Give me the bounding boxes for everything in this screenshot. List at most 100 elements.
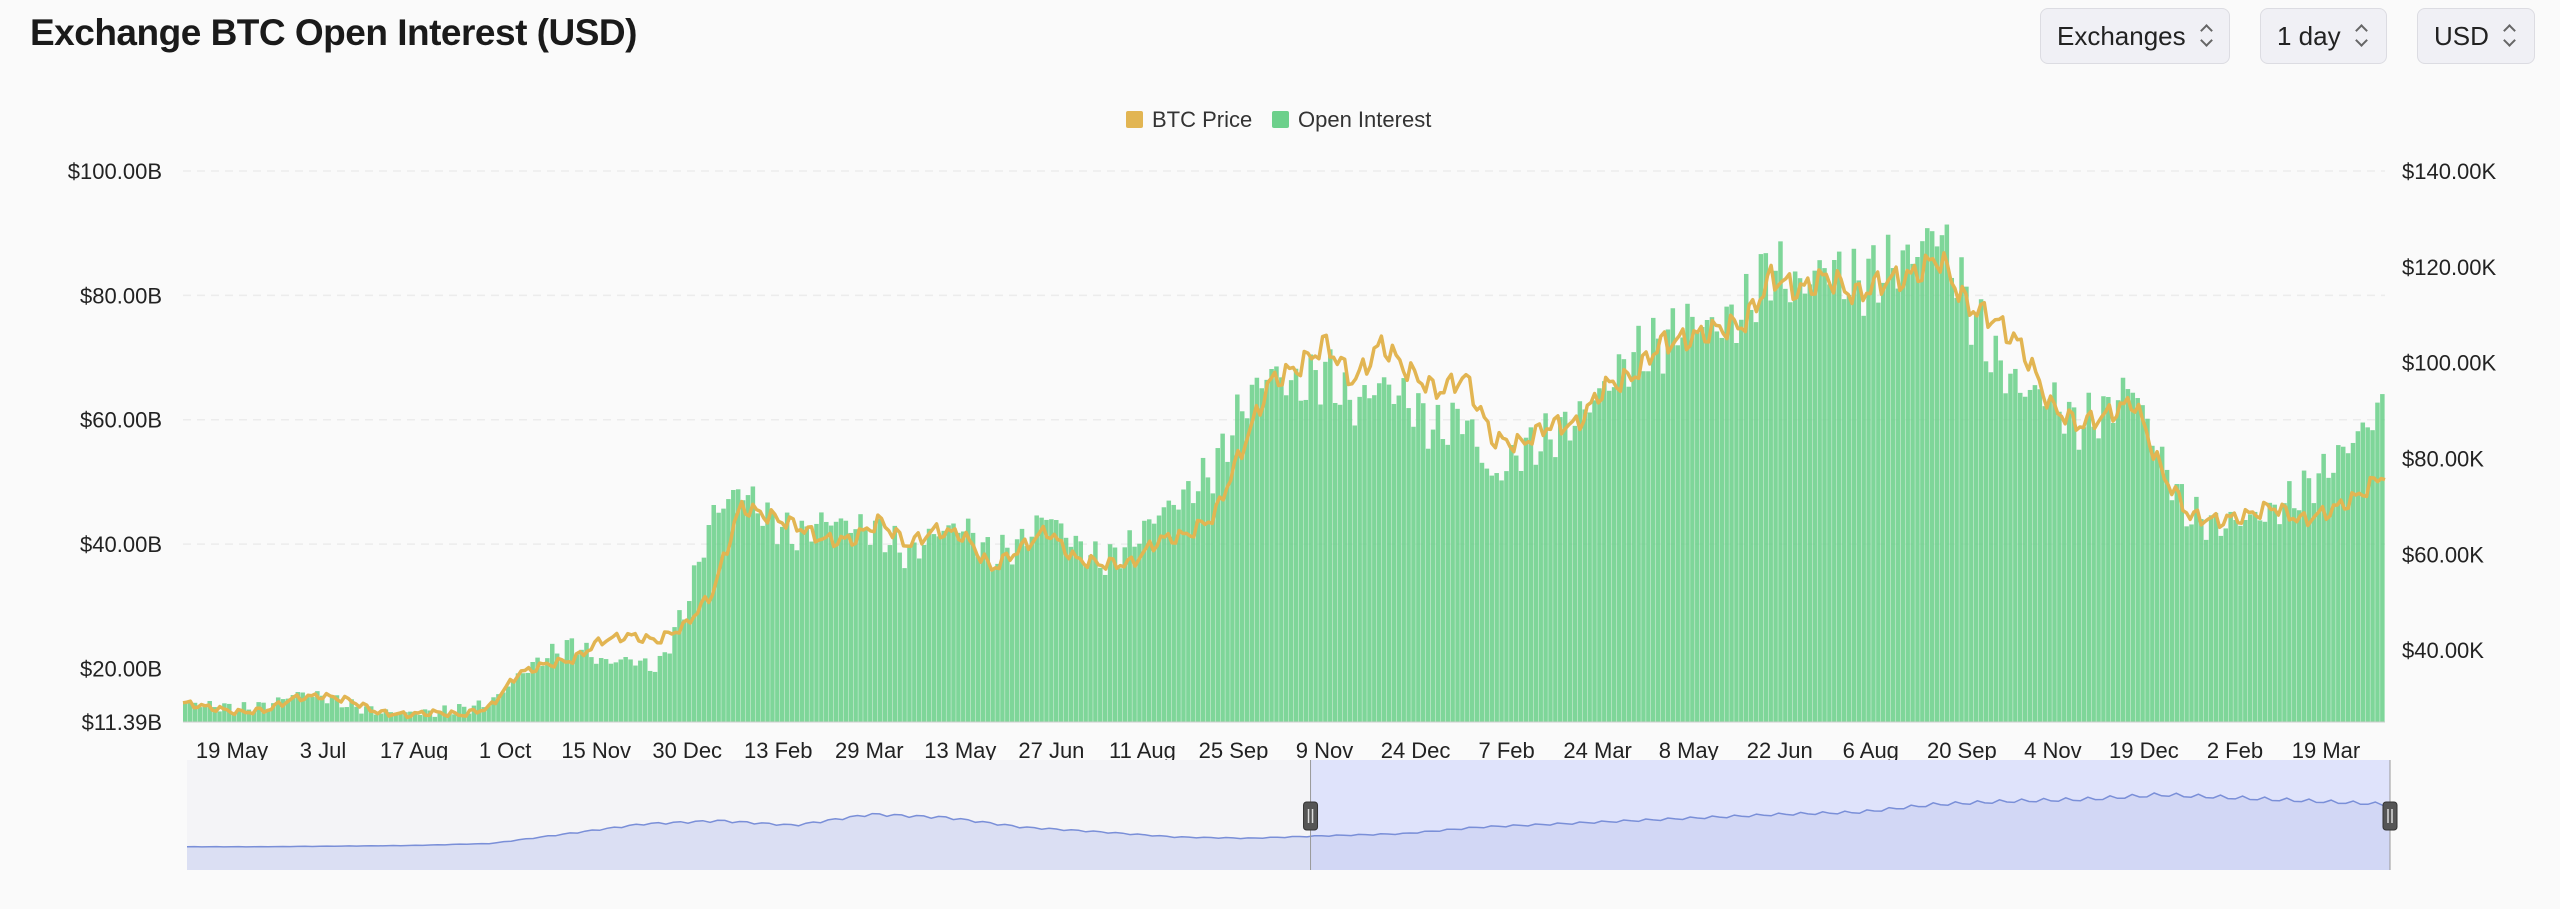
open-interest-bar bbox=[872, 520, 878, 722]
open-interest-bar bbox=[1876, 302, 1881, 722]
open-interest-bar bbox=[1009, 564, 1015, 722]
open-interest-bar bbox=[917, 558, 922, 722]
open-interest-bar bbox=[1954, 297, 1959, 722]
interval-select[interactable]: 1 day bbox=[2260, 8, 2387, 64]
open-interest-bar bbox=[1969, 344, 1974, 722]
x-tick-label: 30 Dec bbox=[652, 738, 722, 763]
open-interest-bar bbox=[2071, 407, 2077, 722]
open-interest-bar bbox=[804, 526, 809, 722]
open-interest-bar bbox=[1734, 343, 1739, 722]
open-interest-bar bbox=[1704, 320, 1710, 722]
open-interest-bar bbox=[1988, 372, 1994, 722]
open-interest-bar bbox=[1548, 439, 1553, 722]
open-interest-bar bbox=[1866, 258, 1871, 722]
open-interest-bar bbox=[378, 713, 384, 722]
open-interest-bar bbox=[1249, 384, 1255, 722]
x-tick-label: 1 Oct bbox=[479, 738, 532, 763]
open-interest-bar bbox=[584, 642, 589, 722]
currency-select-label: USD bbox=[2434, 20, 2489, 51]
open-interest-bar bbox=[1460, 434, 1465, 722]
x-tick-label: 7 Feb bbox=[1478, 738, 1534, 763]
open-interest-bar bbox=[1817, 260, 1822, 722]
open-interest-bar bbox=[447, 713, 452, 722]
open-interest-bar bbox=[1171, 504, 1176, 722]
exchanges-select[interactable]: Exchanges bbox=[2040, 8, 2230, 64]
open-interest-bar bbox=[1024, 546, 1030, 722]
open-interest-bar bbox=[412, 714, 418, 722]
open-interest-bar bbox=[1430, 429, 1436, 722]
open-interest-bar bbox=[990, 567, 995, 722]
open-interest-bar bbox=[848, 532, 853, 722]
open-interest-bar bbox=[1993, 335, 1999, 722]
open-interest-bar bbox=[1308, 354, 1313, 722]
open-interest-bar bbox=[1812, 270, 1817, 722]
open-interest-bar bbox=[1112, 547, 1118, 722]
open-interest-bar bbox=[828, 525, 834, 722]
open-interest-bar bbox=[770, 513, 775, 722]
open-interest-bar bbox=[2213, 512, 2219, 722]
open-interest-bar bbox=[985, 537, 991, 722]
open-interest-bar bbox=[1279, 377, 1284, 722]
open-interest-bar bbox=[486, 706, 491, 722]
open-interest-bar bbox=[912, 542, 917, 722]
open-interest-bar bbox=[2066, 401, 2072, 722]
open-interest-bar bbox=[789, 543, 795, 722]
open-interest-bar bbox=[711, 504, 716, 722]
open-interest-bar bbox=[2159, 446, 2165, 722]
open-interest-bar bbox=[2350, 442, 2356, 722]
open-interest-bar bbox=[1088, 555, 1093, 722]
open-interest-bar bbox=[1421, 403, 1426, 722]
x-tick-label: 29 Mar bbox=[835, 738, 903, 763]
open-interest-bar bbox=[1567, 440, 1573, 722]
open-interest-bar bbox=[1743, 273, 1749, 722]
open-interest-bar bbox=[344, 707, 349, 722]
open-interest-bar bbox=[1411, 426, 1416, 722]
currency-select[interactable]: USD bbox=[2417, 8, 2535, 64]
open-interest-bar bbox=[814, 523, 819, 722]
open-interest-bar bbox=[1836, 251, 1842, 722]
open-interest-bar bbox=[1499, 480, 1504, 722]
open-interest-bar bbox=[1455, 408, 1460, 722]
open-interest-bar bbox=[2135, 398, 2140, 722]
open-interest-bar bbox=[1161, 507, 1167, 722]
legend-label-open-interest: Open Interest bbox=[1298, 107, 1431, 132]
open-interest-bar bbox=[1582, 409, 1587, 722]
interval-select-label: 1 day bbox=[2277, 20, 2341, 51]
open-interest-bar bbox=[941, 530, 946, 722]
open-interest-bar bbox=[2018, 392, 2023, 722]
open-interest-bar bbox=[569, 638, 575, 722]
open-interest-bar bbox=[696, 561, 702, 722]
open-interest-bar bbox=[349, 699, 354, 722]
open-interest-bar bbox=[623, 657, 628, 722]
open-interest-bar bbox=[1934, 246, 1940, 722]
open-interest-bar bbox=[1739, 319, 1744, 722]
open-interest-bar bbox=[1778, 241, 1783, 723]
open-interest-bar bbox=[784, 512, 790, 722]
open-interest-bar bbox=[594, 663, 599, 722]
open-interest-bar bbox=[1758, 254, 1764, 722]
open-interest-bar bbox=[706, 525, 712, 722]
open-interest-bar bbox=[843, 520, 849, 722]
open-interest-bar bbox=[1416, 393, 1421, 722]
open-interest-bar bbox=[554, 653, 560, 722]
open-interest-bar bbox=[2184, 526, 2189, 722]
open-interest-bar bbox=[496, 694, 501, 722]
open-interest-bar bbox=[642, 658, 648, 722]
open-interest-bar bbox=[1513, 455, 1519, 722]
open-interest-bar bbox=[2292, 508, 2297, 722]
navigator-handle-right[interactable] bbox=[2382, 801, 2398, 831]
open-interest-bar bbox=[1729, 304, 1734, 722]
open-interest-bar bbox=[183, 702, 188, 722]
open-interest-bar bbox=[256, 702, 261, 722]
open-interest-bar bbox=[310, 696, 315, 722]
navigator-handle-left[interactable] bbox=[1303, 801, 1319, 831]
y-left-tick-label: $80.00B bbox=[80, 283, 162, 308]
open-interest-bar bbox=[1861, 315, 1866, 722]
legend-swatch-open-interest[interactable] bbox=[1272, 111, 1289, 128]
open-interest-bar bbox=[2355, 431, 2361, 722]
open-interest-bar bbox=[2081, 427, 2087, 722]
open-interest-bar bbox=[2194, 496, 2199, 722]
x-tick-label: 11 Aug bbox=[1109, 738, 1176, 763]
open-interest-bar bbox=[1342, 372, 1348, 722]
legend-swatch-btc-price[interactable] bbox=[1126, 111, 1143, 128]
